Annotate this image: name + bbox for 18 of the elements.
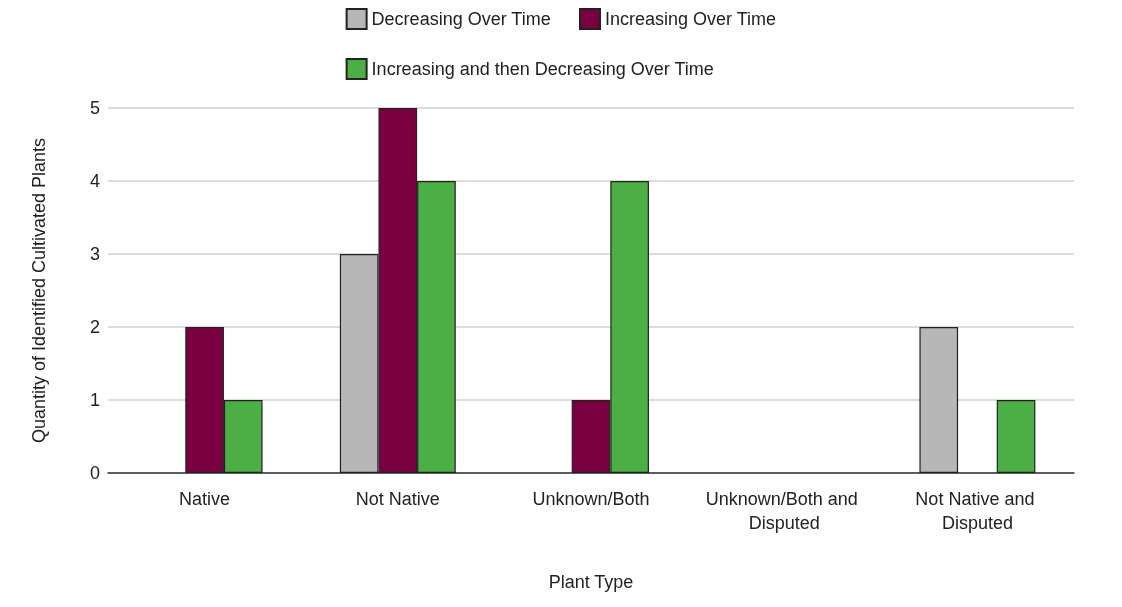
x-tick-label: Not Native and Disputed [915,489,1040,533]
y-axis-title: Quantity of Identified Cultivated Plants [29,137,49,444]
y-tick-label: 4 [89,171,100,191]
y-tick-label: 1 [89,390,100,410]
x-tick-label: Unknown/Both and Disputed [705,489,863,533]
bar [919,327,959,473]
legend-label: Increasing and then Decreasing Over Time [371,59,714,79]
legend-label: Increasing Over Time [605,9,777,29]
y-tick-label: 2 [89,317,100,337]
x-tick-label: Unknown/Both [532,489,650,509]
bar [996,400,1036,473]
y-tick-label: 3 [89,244,100,264]
y-tick-label: 0 [89,463,100,483]
y-tick-label: 5 [89,98,100,118]
x-tick-label: Native [179,489,231,509]
legend-label: Decreasing Over Time [371,9,551,29]
x-axis-title: Plant Type [548,572,634,592]
x-tick-label: Not Native [355,489,440,509]
